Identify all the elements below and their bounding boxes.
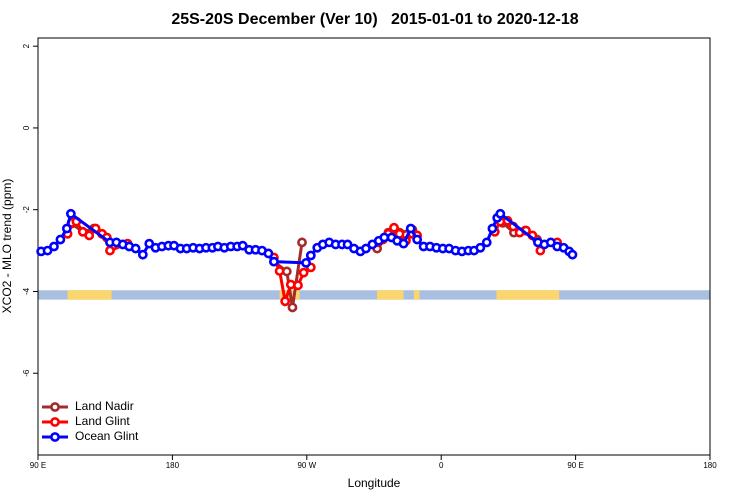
data-point xyxy=(42,245,53,256)
plot-frame xyxy=(37,37,711,456)
data-point xyxy=(342,239,353,250)
land-segment xyxy=(413,290,420,300)
data-point xyxy=(105,245,115,256)
data-point xyxy=(398,238,409,249)
data-point xyxy=(545,237,556,248)
series-line xyxy=(68,221,558,302)
land-segment xyxy=(496,290,560,300)
data-point xyxy=(567,249,578,260)
data-point xyxy=(412,234,423,245)
data-point xyxy=(287,302,298,313)
y-tick-label: -2 xyxy=(22,206,31,214)
data-point xyxy=(130,243,141,254)
data-point xyxy=(475,242,486,253)
data-point xyxy=(389,222,399,233)
data-point xyxy=(361,243,371,254)
legend-marker xyxy=(50,432,60,442)
data-point xyxy=(274,266,285,276)
y-tick-label: -4 xyxy=(22,287,31,295)
data-point xyxy=(137,249,148,260)
x-tick-label: 90 W xyxy=(297,461,316,470)
data-point xyxy=(84,230,95,241)
data-point xyxy=(297,237,307,248)
chart-title: 25S-20S December (Ver 10) 2015-01-01 to … xyxy=(171,11,578,28)
data-point xyxy=(55,234,66,245)
y-tick-label: 0 xyxy=(22,125,31,130)
legend-marker xyxy=(50,417,60,427)
data-point xyxy=(481,237,492,248)
data-point xyxy=(65,208,76,219)
data-point xyxy=(305,250,316,261)
legend-label: Ocean Glint xyxy=(75,429,139,443)
data-point xyxy=(301,257,311,268)
data-point xyxy=(237,240,248,251)
x-tick-label: 180 xyxy=(703,461,717,470)
legend-label: Land Nadir xyxy=(75,399,134,413)
data-point xyxy=(269,256,279,267)
legend-marker xyxy=(50,402,60,412)
ocean-band xyxy=(38,290,710,300)
data-point xyxy=(49,241,59,252)
data-point xyxy=(61,223,72,234)
data-point xyxy=(405,223,416,234)
data-point xyxy=(487,223,498,234)
x-axis-label: Longitude xyxy=(348,476,401,490)
x-tick-label: 0 xyxy=(439,461,444,470)
land-segment xyxy=(67,290,112,300)
y-axis-label: XCO2 - MLO trend (ppm) xyxy=(0,179,14,314)
x-tick-label: 90 E xyxy=(567,461,583,470)
data-point xyxy=(263,248,274,259)
data-point xyxy=(298,267,309,278)
data-point xyxy=(293,280,303,291)
x-tick-label: 180 xyxy=(166,461,180,470)
land-segment xyxy=(376,290,404,300)
legend-label: Land Glint xyxy=(75,414,130,428)
data-point xyxy=(495,208,506,219)
data-point xyxy=(280,296,291,307)
y-tick-label: 2 xyxy=(22,43,31,48)
y-tick-label: -6 xyxy=(22,369,31,377)
x-tick-label: 90 E xyxy=(30,461,46,470)
